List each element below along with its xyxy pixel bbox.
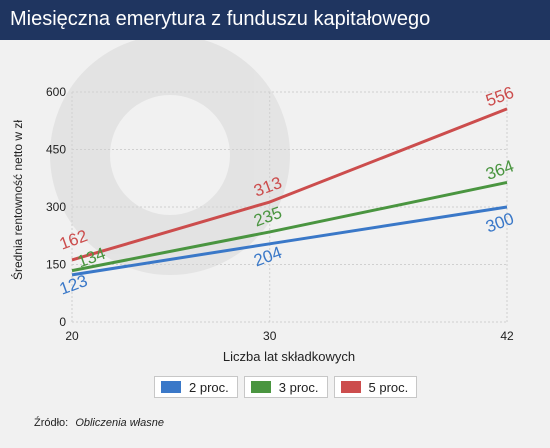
legend-item: 2 proc. (154, 376, 238, 398)
y-tick-label: 300 (46, 200, 66, 214)
series-line-3 (71, 107, 508, 262)
legend-swatch (250, 381, 271, 393)
y-tick-label: 450 (46, 143, 66, 157)
y-tick-label: 150 (46, 258, 66, 272)
source-note: Źródło: Obliczenia własne (34, 417, 164, 429)
data-label: 300 (483, 209, 516, 237)
watermark-logo (50, 40, 290, 275)
x-tick-label: 20 (65, 329, 79, 343)
y-tick-label: 0 (59, 315, 66, 329)
series-line-1 (71, 205, 508, 277)
legend-label: 3 proc. (278, 379, 319, 395)
legend-item: 3 proc. (243, 376, 328, 398)
x-tick-label: 42 (500, 329, 514, 343)
x-tick-label: 30 (263, 329, 277, 343)
legend-swatch (340, 381, 361, 393)
data-label: 123 (57, 271, 90, 299)
legend-label: 5 proc. (368, 379, 409, 395)
source-value: Obliczenia własne (75, 417, 164, 429)
legend-label: 2 proc. (189, 379, 229, 395)
chart-title: Miesięczna emerytura z funduszu kapitało… (10, 8, 431, 30)
source-label: Źródło: (34, 417, 69, 429)
legend: 2 proc. 3 proc. 5 proc. (154, 376, 418, 398)
legend-swatch (161, 381, 181, 393)
title-bar: Miesięczna emerytura z funduszu kapitało… (0, 0, 550, 40)
data-label: 364 (483, 156, 516, 184)
y-tick-label: 600 (46, 85, 66, 99)
series-line-2 (71, 180, 508, 273)
x-axis-label: Liczba lat składkowych (223, 349, 355, 364)
data-label: 556 (483, 83, 516, 111)
y-axis-label: Średnia rentowność netto w zł (10, 120, 25, 280)
legend-item: 5 proc. (333, 376, 418, 398)
